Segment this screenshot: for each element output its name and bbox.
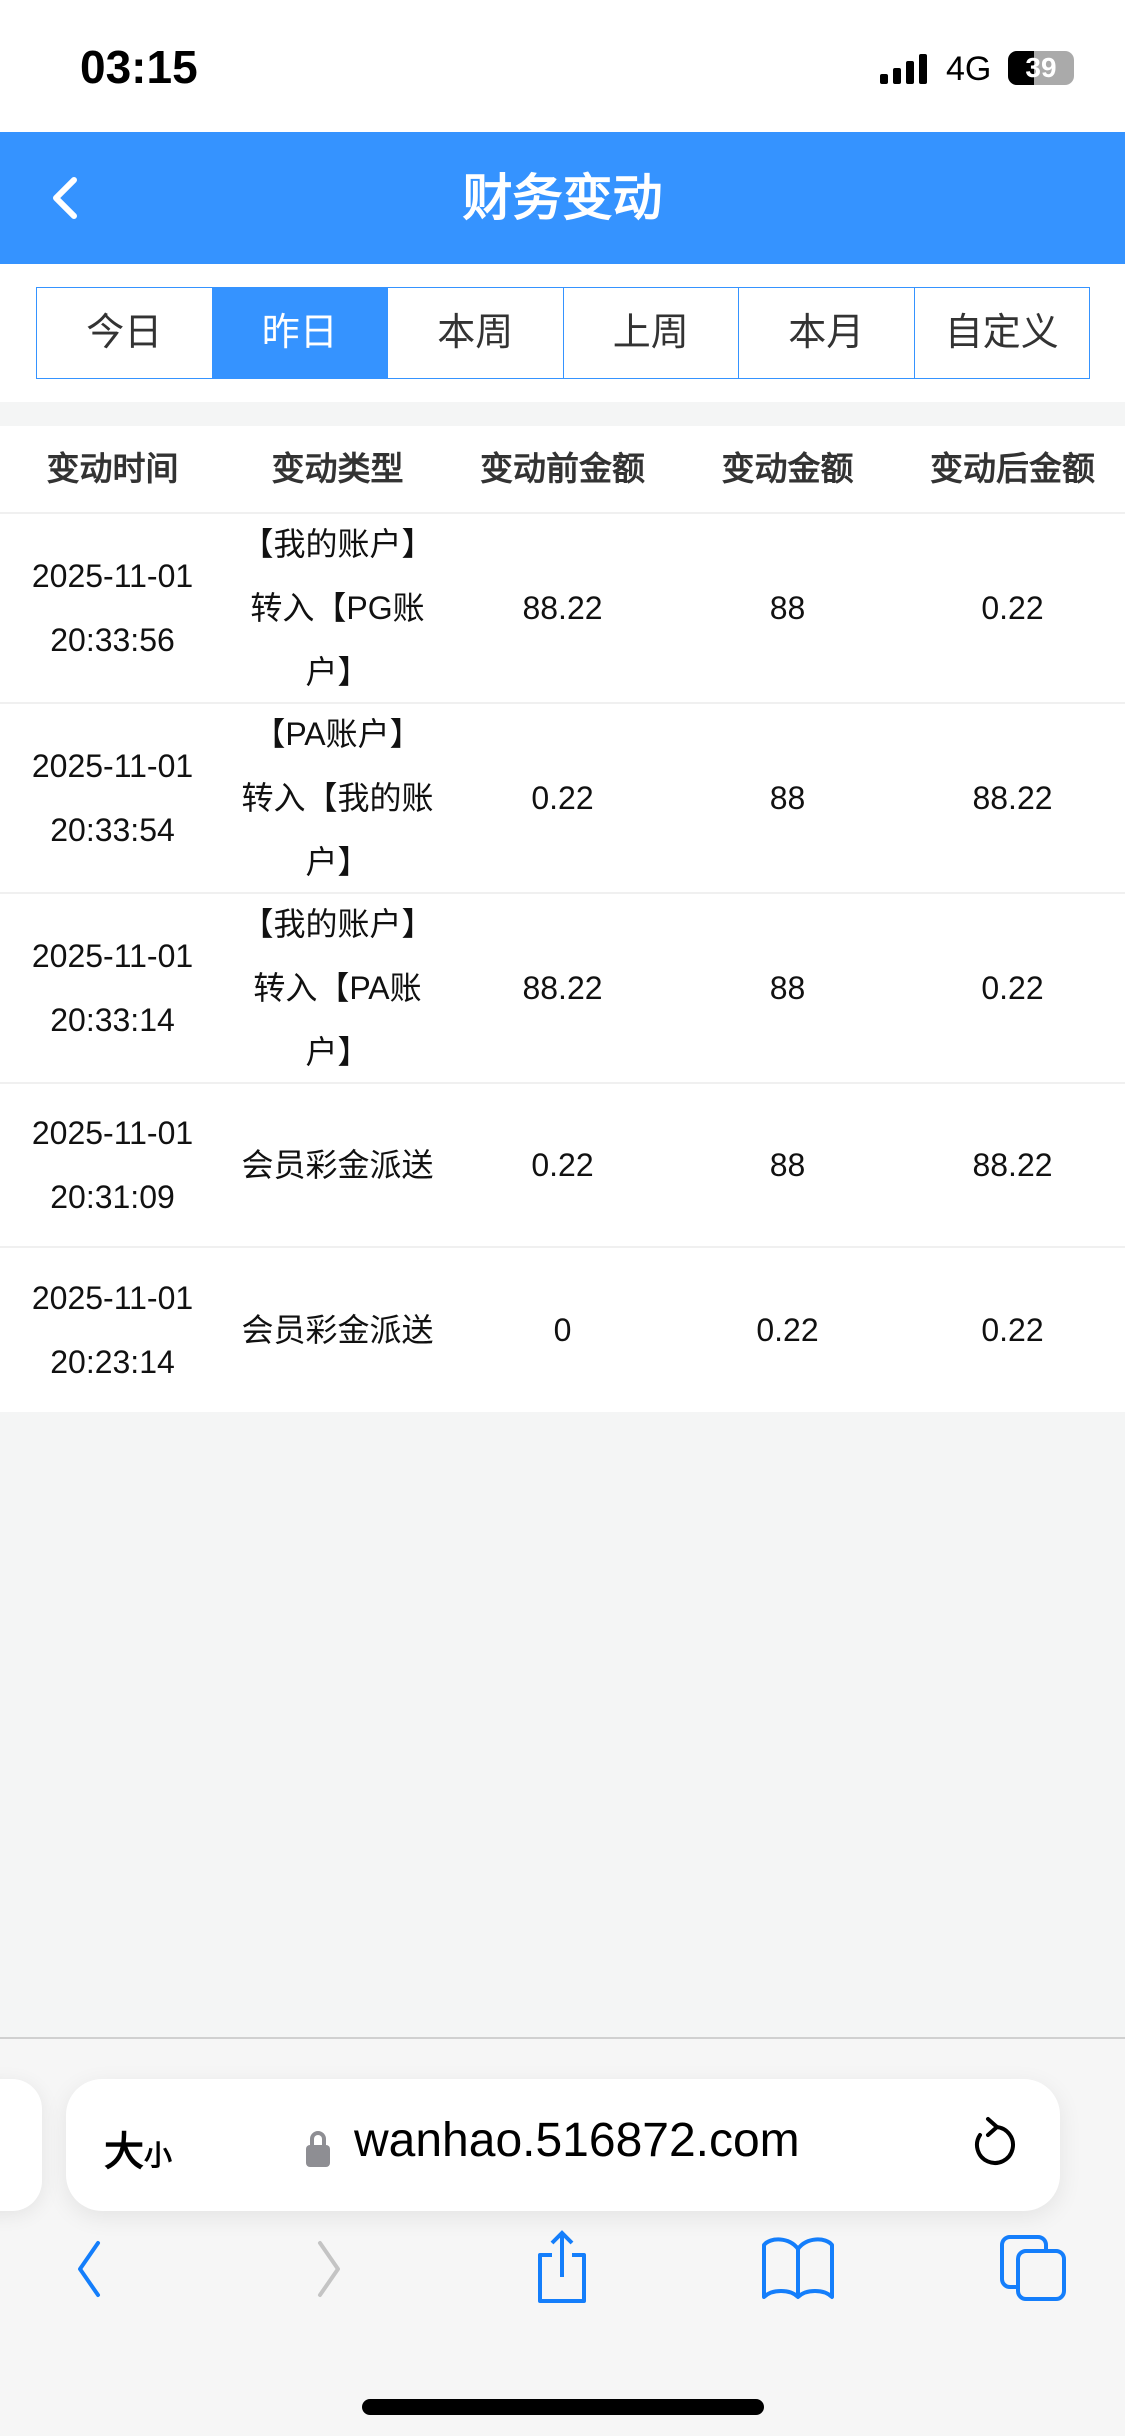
time-text: 20:33:56 [50,622,175,658]
tab-this-month[interactable]: 本月 [739,288,915,378]
table-row: 2025-11-01 20:31:09 会员彩金派送 0.22 88 88.22 [0,1084,1125,1248]
text-size-button[interactable]: 大小 [104,2119,172,2177]
table-row: 2025-11-01 20:33:54 【PA账户】转入【我的账户】 0.22 8… [0,704,1125,894]
time-cell: 2025-11-01 20:33:56 [0,544,225,672]
column-header-before: 变动前金额 [480,450,645,487]
type-cell: 【PA账户】转入【我的账户】 [241,716,434,880]
time-text: 20:33:54 [50,812,175,848]
chevron-left-icon [78,2241,100,2297]
book-icon [762,2237,834,2299]
lock-icon [306,2131,330,2167]
table-row: 2025-11-01 20:33:14 【我的账户】转入【PA账户】 88.22 … [0,894,1125,1084]
battery-level: 39 [1025,52,1057,83]
after-cell: 88.22 [972,780,1053,816]
time-text: 20:33:14 [50,1002,175,1038]
clock: 03:15 [80,41,198,93]
transactions-table: 变动时间 变动类型 变动前金额 变动金额 变动后金额 2025-11-01 20:… [0,426,1125,1412]
time-cell: 2025-11-01 20:31:09 [0,1101,225,1229]
battery-icon: 39 [1008,51,1074,85]
text-size-small: 小 [144,2140,173,2171]
tab-this-week[interactable]: 本周 [388,288,564,378]
table-row: 2025-11-01 20:33:56 【我的账户】转入【PG账户】 88.22 … [0,514,1125,704]
time-cell: 2025-11-01 20:23:14 [0,1266,225,1394]
time-text: 20:31:09 [50,1179,175,1215]
date-filter-bar: 今日 昨日 本周 上周 本月 自定义 [0,264,1125,402]
browser-toolbar: 大小 wanhao.516872.com [0,2037,1125,2436]
tab-yesterday[interactable]: 昨日 [212,288,388,378]
after-cell: 0.22 [981,970,1044,1006]
after-cell: 88.22 [972,1147,1053,1183]
type-cell: 【我的账户】转入【PA账户】 [241,906,434,1070]
tab-last-week[interactable]: 上周 [563,288,739,378]
signal-icon [880,54,927,84]
share-icon [538,2230,586,2303]
chevron-left-icon [53,177,77,219]
before-cell: 0.22 [531,780,594,816]
amount-cell: 88 [769,970,806,1006]
page-title: 财务变动 [462,170,663,226]
bookmarks-button[interactable] [758,2235,838,2316]
status-bar: 03:15 4G 39 [0,0,1125,132]
column-header-after: 变动后金额 [930,450,1095,487]
reload-button[interactable] [966,2113,1018,2186]
date-text: 2025-11-01 [31,1115,194,1151]
before-cell: 88.22 [522,970,603,1006]
url-text[interactable]: wanhao.516872.com [354,2114,800,2167]
type-cell: 会员彩金派送 [241,1312,434,1348]
amount-cell: 88 [769,780,806,816]
before-cell: 0.22 [531,1147,594,1183]
column-header-time: 变动时间 [46,450,179,487]
type-cell: 【我的账户】转入【PG账户】 [241,526,434,690]
chevron-right-icon [318,2241,340,2297]
time-text: 20:23:14 [50,1344,175,1380]
tab-today[interactable]: 今日 [37,288,213,378]
browser-back-button[interactable] [48,2239,128,2314]
before-cell: 88.22 [522,590,603,626]
table-row: 2025-11-01 20:23:14 会员彩金派送 0 0.22 0.22 [0,1248,1125,1412]
date-text: 2025-11-01 [31,558,194,594]
tab-custom[interactable]: 自定义 [914,288,1089,378]
column-header-amount: 变动金额 [721,450,854,487]
date-filter-tabs: 今日 昨日 本周 上周 本月 自定义 [36,287,1090,379]
browser-forward-button[interactable] [290,2239,370,2314]
back-button[interactable] [46,168,106,228]
table-header: 变动时间 变动类型 变动前金额 变动金额 变动后金额 [0,426,1125,514]
address-bar[interactable]: 大小 wanhao.516872.com [66,2079,1060,2211]
home-indicator [362,2399,764,2415]
date-text: 2025-11-01 [31,938,194,974]
after-cell: 0.22 [981,1312,1044,1348]
before-cell: 0 [553,1312,572,1348]
amount-cell: 0.22 [756,1312,819,1348]
share-button[interactable] [522,2229,602,2320]
date-text: 2025-11-01 [31,1280,194,1316]
time-cell: 2025-11-01 20:33:54 [0,734,225,862]
time-cell: 2025-11-01 20:33:14 [0,924,225,1052]
column-header-type: 变动类型 [271,450,404,487]
tabs-button[interactable] [994,2233,1074,2318]
page-header: 财务变动 [0,132,1125,264]
network-type: 4G [946,50,992,88]
previous-tab-preview[interactable] [0,2079,42,2211]
date-text: 2025-11-01 [31,748,194,784]
amount-cell: 88 [769,1147,806,1183]
type-cell: 会员彩金派送 [241,1147,434,1183]
text-size-big: 大 [104,2130,144,2174]
tabs-icon [1000,2235,1066,2301]
reload-icon [974,2117,1015,2165]
amount-cell: 88 [769,590,806,626]
after-cell: 0.22 [981,590,1044,626]
